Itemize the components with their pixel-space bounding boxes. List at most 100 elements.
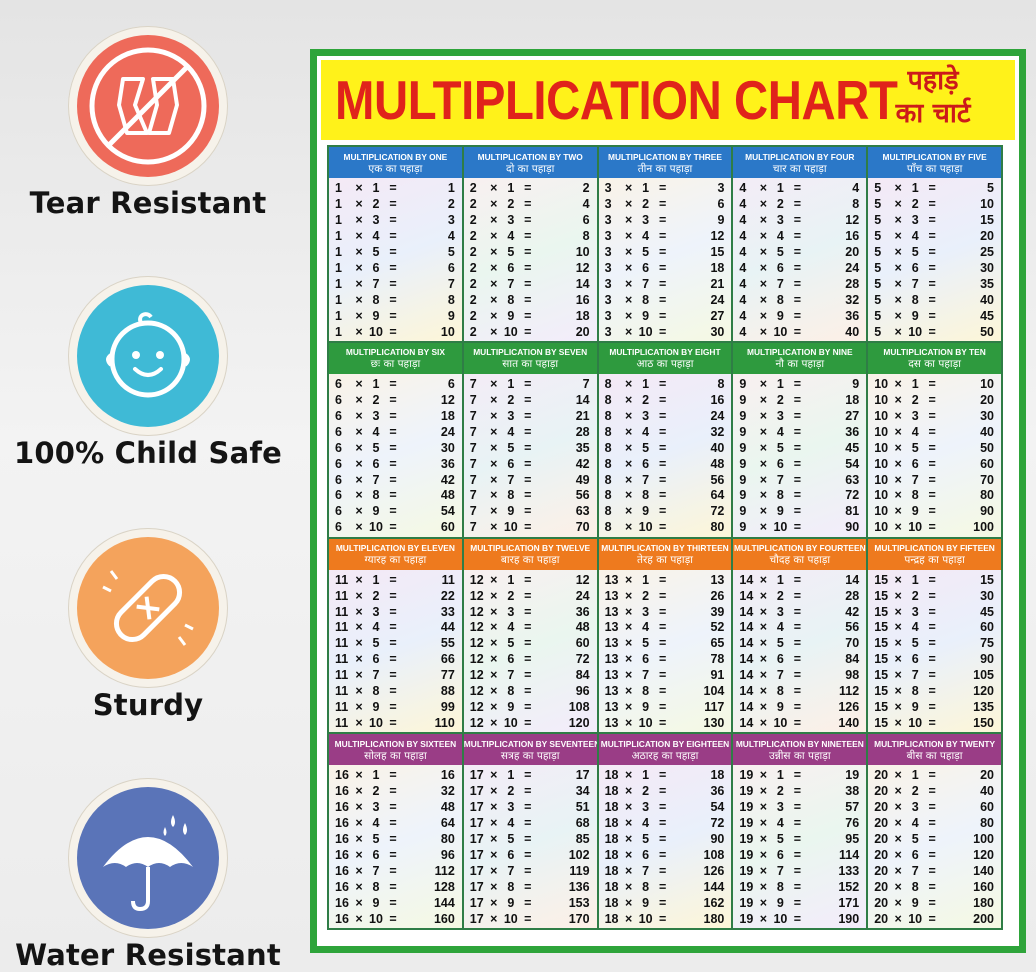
equals-sign: = <box>389 213 397 228</box>
equals-sign: = <box>389 472 397 487</box>
multiplier: 6 <box>911 848 919 863</box>
multiplicand: 6 <box>335 504 342 519</box>
multiplicand: 2 <box>469 292 477 307</box>
equals-sign: = <box>658 213 667 228</box>
product: 64 <box>710 488 725 503</box>
times-sign: × <box>624 620 633 635</box>
multiplier: 9 <box>642 308 650 323</box>
table-row: 17 × 2 = 34 <box>464 784 597 799</box>
multiplier: 7 <box>911 668 919 683</box>
times-sign: × <box>759 652 768 667</box>
table-row: 4 × 6 = 24 <box>733 260 866 275</box>
times-sign: × <box>490 392 498 407</box>
table-row: 1 × 4 = 4 <box>329 228 462 243</box>
product: 152 <box>838 879 860 894</box>
multiplier: 7 <box>911 472 919 487</box>
times-sign: × <box>894 276 902 291</box>
multiplier: 7 <box>776 276 784 291</box>
times-sign: × <box>624 292 633 307</box>
times-sign: × <box>894 488 902 503</box>
times-sign: × <box>490 848 498 863</box>
table-row: 18 × 5 = 90 <box>599 831 732 846</box>
product: 30 <box>710 324 725 339</box>
table-row: 4 × 5 = 20 <box>733 244 866 259</box>
product: 15 <box>710 244 725 259</box>
times-sign: × <box>759 768 768 783</box>
table-title-hindi: सोलह का पहाड़ा <box>364 749 427 762</box>
times-sign: × <box>355 800 363 815</box>
product: 44 <box>440 620 455 635</box>
times-sign: × <box>759 424 768 439</box>
multiplier: 10 <box>773 716 788 731</box>
table-row: 16 × 10 = 160 <box>329 911 462 926</box>
multiplicand: 5 <box>874 213 882 228</box>
product: 18 <box>575 308 590 323</box>
multiplier: 4 <box>642 424 650 439</box>
equals-sign: = <box>928 520 936 535</box>
equals-sign: = <box>524 832 532 847</box>
multiplier: 1 <box>911 572 919 587</box>
multiplicand: 19 <box>739 848 754 863</box>
multiplier: 6 <box>507 456 515 471</box>
table-row: 2 × 3 = 6 <box>464 212 597 227</box>
table-row: 11 × 3 = 33 <box>329 604 462 619</box>
product: 42 <box>845 604 860 619</box>
multiplier: 9 <box>507 895 515 910</box>
multiplier: 8 <box>911 879 919 894</box>
table-row: 7 × 7 = 49 <box>464 472 597 487</box>
equals-sign: = <box>793 784 802 799</box>
multiplicand: 12 <box>469 572 484 587</box>
table-rows: 8 × 1 = 8 8 × 2 = 16 8 × 3 = 24 8 × 4 = 32 8 × 5 = 40 8 × 6 = 48 8 × 7 = 5… <box>599 374 732 537</box>
multiplier: 4 <box>372 228 380 243</box>
product: 108 <box>703 848 725 863</box>
multiplicand: 11 <box>335 588 349 603</box>
multiplicand: 18 <box>604 879 619 894</box>
equals-sign: = <box>524 440 532 455</box>
product: 24 <box>440 424 455 439</box>
product: 16 <box>710 392 725 407</box>
times-sign: × <box>355 784 363 799</box>
multiplier: 8 <box>372 879 380 894</box>
times-sign: × <box>759 895 768 910</box>
table-row: 4 × 1 = 4 <box>733 181 866 196</box>
table-row: 14 × 8 = 112 <box>733 683 866 698</box>
table-row: 8 × 6 = 48 <box>599 456 732 471</box>
product: 75 <box>980 636 994 651</box>
multiplier: 10 <box>369 716 383 731</box>
multiplicand: 17 <box>469 784 484 799</box>
table-rows: 5 × 1 = 5 5 × 2 = 10 5 × 3 = 15 5 × 4 = 20 5 × 5 = 25 5 × 6 = 30 5 × 7 = 3… <box>868 178 1001 341</box>
equals-sign: = <box>928 228 936 243</box>
times-sign: × <box>355 620 363 635</box>
multiplier: 8 <box>642 684 650 699</box>
times-sign: × <box>759 620 768 635</box>
table-header: MULTIPLICATION BY FIVE पाँच का पहाड़ा <box>868 147 1001 178</box>
table-row: 20 × 7 = 140 <box>868 863 1001 878</box>
table-row: 2 × 5 = 10 <box>464 244 597 259</box>
multiplier: 10 <box>503 716 518 731</box>
multiplier: 5 <box>642 440 650 455</box>
equals-sign: = <box>389 604 397 619</box>
times-sign: × <box>759 376 768 391</box>
product: 70 <box>845 636 860 651</box>
multiplicand: 4 <box>739 260 747 275</box>
product: 32 <box>710 424 725 439</box>
table-row: 20 × 10 = 200 <box>868 911 1001 926</box>
equals-sign: = <box>389 424 397 439</box>
table-row: 9 × 1 = 9 <box>733 376 866 391</box>
table-row: 18 × 2 = 36 <box>599 784 732 799</box>
table-row: 1 × 6 = 6 <box>329 260 462 275</box>
product: 36 <box>440 456 455 471</box>
table-row: 19 × 5 = 95 <box>733 831 866 846</box>
times-sign: × <box>624 440 633 455</box>
table-row: 6 × 3 = 18 <box>329 408 462 423</box>
table-row: 1 × 3 = 3 <box>329 212 462 227</box>
multiplicand: 17 <box>469 768 484 783</box>
multiplicand: 14 <box>739 604 754 619</box>
table-title-english: MULTIPLICATION BY ONE <box>343 151 448 162</box>
table-row: 10 × 5 = 50 <box>868 440 1001 455</box>
equals-sign: = <box>524 424 532 439</box>
equals-sign: = <box>793 716 802 731</box>
table-row: 13 × 2 = 26 <box>599 588 732 603</box>
multiplicand: 4 <box>739 228 747 243</box>
umbrella-icon <box>103 815 193 912</box>
